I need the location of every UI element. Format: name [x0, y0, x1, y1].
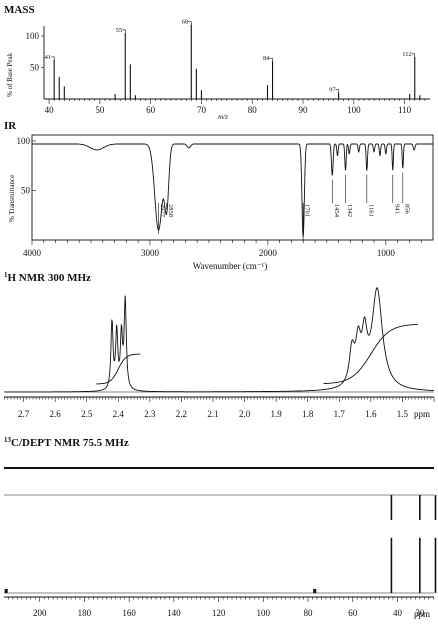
mass-peak-label-leader	[51, 56, 55, 60]
ir-y-tick-label: 50	[21, 186, 31, 196]
h-nmr-x-tick-label: 2.1	[207, 409, 218, 419]
ir-plot-frame	[31, 134, 434, 241]
c-nmr-x-tick-label: 40	[393, 608, 403, 618]
ir-spectrum: IR % Transmittance 50 100 4000 3000 2000 100…	[4, 120, 434, 271]
ir-x-ticks: 4000 3000 2000 1000	[23, 240, 422, 258]
ir-band-label: 941	[393, 204, 400, 214]
h-nmr-x-ticks: 2.7 2.6 2.5 2.4 2.3 2.2 2.1 2.0 1.9 1.8 1.7 1.6 1.5	[4, 397, 435, 419]
mass-spectrum: MASS % of Base Peak 50 100 40 50 60 70 80 90 10…	[4, 4, 430, 121]
c-nmr-section-label: 13C/DEPT NMR 75.5 MHz	[4, 436, 129, 449]
mass-y-tick-label: 50	[30, 63, 40, 73]
mass-y-tick-label: 100	[26, 31, 40, 41]
h-nmr-x-tick-label: 1.5	[397, 409, 409, 419]
mass-peak-label: 84	[263, 55, 270, 62]
ir-x-tick-label: 2000	[259, 248, 278, 258]
h-nmr-x-tick-label: 2.5	[81, 409, 93, 419]
mass-x-tick-label: 50	[95, 105, 105, 115]
mass-x-tick-label: 100	[347, 105, 361, 115]
mass-x-axis-label: m/z	[218, 113, 228, 121]
c-nmr-x-tick-label: 120	[212, 608, 226, 618]
mass-peak-label: 55	[116, 27, 123, 34]
c-nmr-x-tick-label: 30	[415, 608, 425, 618]
ir-band-labels: 2927 2858 1701 1454 1342 1161 941 856	[158, 172, 410, 242]
h-nmr-integral-2	[323, 323, 418, 385]
c-nmr-minor-peak	[4, 589, 8, 593]
ir-band-label: 1701	[304, 204, 311, 217]
h-nmr-integral-1	[96, 353, 141, 385]
ir-y-tick-label: 100	[17, 136, 31, 146]
h-nmr-x-tick-label: 1.6	[365, 409, 377, 419]
ir-band-label: 2858	[167, 204, 174, 217]
h-nmr-x-tick-label: 1.7	[334, 409, 346, 419]
mass-y-ticks: 50 100	[26, 31, 44, 73]
c-nmr-x-tick-label: 200	[33, 608, 47, 618]
mass-peak-label: 97	[329, 87, 336, 94]
mass-x-ticks: 40 50 60 70 80 90 100 110	[45, 99, 426, 115]
c-nmr-x-tick-label: 160	[122, 608, 136, 618]
mass-peak-label-leader	[335, 89, 339, 93]
mass-peak-label-leader	[122, 29, 126, 33]
h-nmr-x-tick-label: 2.0	[239, 409, 251, 419]
mass-x-tick-label: 80	[248, 105, 258, 115]
ir-band-label: 1161	[367, 204, 374, 217]
c-nmr-x-tick-label: 60	[348, 608, 358, 618]
h-nmr-x-tick-label: 1.9	[271, 409, 283, 419]
mass-x-tick-label: 90	[299, 105, 309, 115]
c-nmr-spectrum: 13C/DEPT NMR 75.5 MHz 200 180 160 140 120 100…	[4, 436, 437, 619]
ir-x-tick-label: 1000	[377, 248, 396, 258]
mass-section-label: MASS	[4, 4, 35, 16]
h-nmr-x-tick-label: 1.8	[302, 409, 314, 419]
mass-peak-label-leader	[188, 21, 192, 25]
mass-x-tick-label: 110	[398, 105, 412, 115]
mass-x-tick-label: 70	[197, 105, 207, 115]
mass-peak-label: 41	[45, 54, 52, 61]
h-nmr-x-unit: ppm	[414, 409, 430, 419]
mass-peaks: 41 55 68 84 97 112	[45, 19, 421, 99]
mass-peak-label-leader	[411, 53, 416, 57]
h-nmr-x-tick-label: 2.3	[144, 409, 156, 419]
ir-band-label: 1342	[346, 204, 353, 217]
c-nmr-x-tick-label: 100	[257, 608, 271, 618]
h-nmr-section-label: 1H NMR 300 MHz	[4, 271, 91, 284]
c-nmr-x-ticks: 200 180 160 140 120 100 80 60 40 30	[8, 597, 434, 618]
ir-section-label: IR	[4, 120, 17, 132]
h-nmr-trace	[4, 287, 434, 393]
ir-y-ticks: 50 100	[17, 136, 36, 196]
ir-x-axis-label: Wavenumber (cm⁻¹)	[193, 261, 267, 271]
mass-y-axis-label: % of Base Peak	[6, 52, 14, 97]
h-nmr-x-tick-label: 2.7	[18, 409, 30, 419]
h-nmr-x-tick-label: 2.4	[113, 409, 125, 419]
mass-x-tick-label: 60	[146, 105, 156, 115]
ir-x-tick-label: 4000	[23, 248, 42, 258]
mass-x-tick-label: 40	[45, 105, 55, 115]
h-nmr-x-tick-label: 2.6	[50, 409, 62, 419]
c-nmr-x-unit: ppm	[414, 609, 430, 619]
mass-peak-label: 68	[182, 19, 189, 26]
ir-band-label: 2927	[159, 204, 166, 218]
c-nmr-dept-peaks	[390, 495, 437, 520]
ir-band-label: 1454	[333, 204, 340, 218]
ir-transmittance-trace	[32, 143, 433, 238]
c-nmr-minor-peak	[313, 589, 317, 593]
c-nmr-peaks	[4, 537, 437, 593]
mass-peak-label-leader	[269, 57, 273, 62]
h-nmr-x-tick-label: 2.2	[176, 409, 187, 419]
c-nmr-x-tick-label: 140	[167, 608, 181, 618]
mass-peak-label: 112	[402, 51, 412, 58]
ir-y-axis-label: % Transmittance	[8, 175, 16, 222]
c-nmr-x-tick-label: 80	[304, 608, 314, 618]
ir-band-label: 856	[403, 204, 410, 215]
c-nmr-x-tick-label: 180	[78, 608, 92, 618]
h-nmr-spectrum: 1H NMR 300 MHz 2.7 2.6 2.5 2.4 2.3 2.2 2.1 2.0 1…	[4, 271, 435, 419]
ir-x-tick-label: 3000	[141, 248, 160, 258]
